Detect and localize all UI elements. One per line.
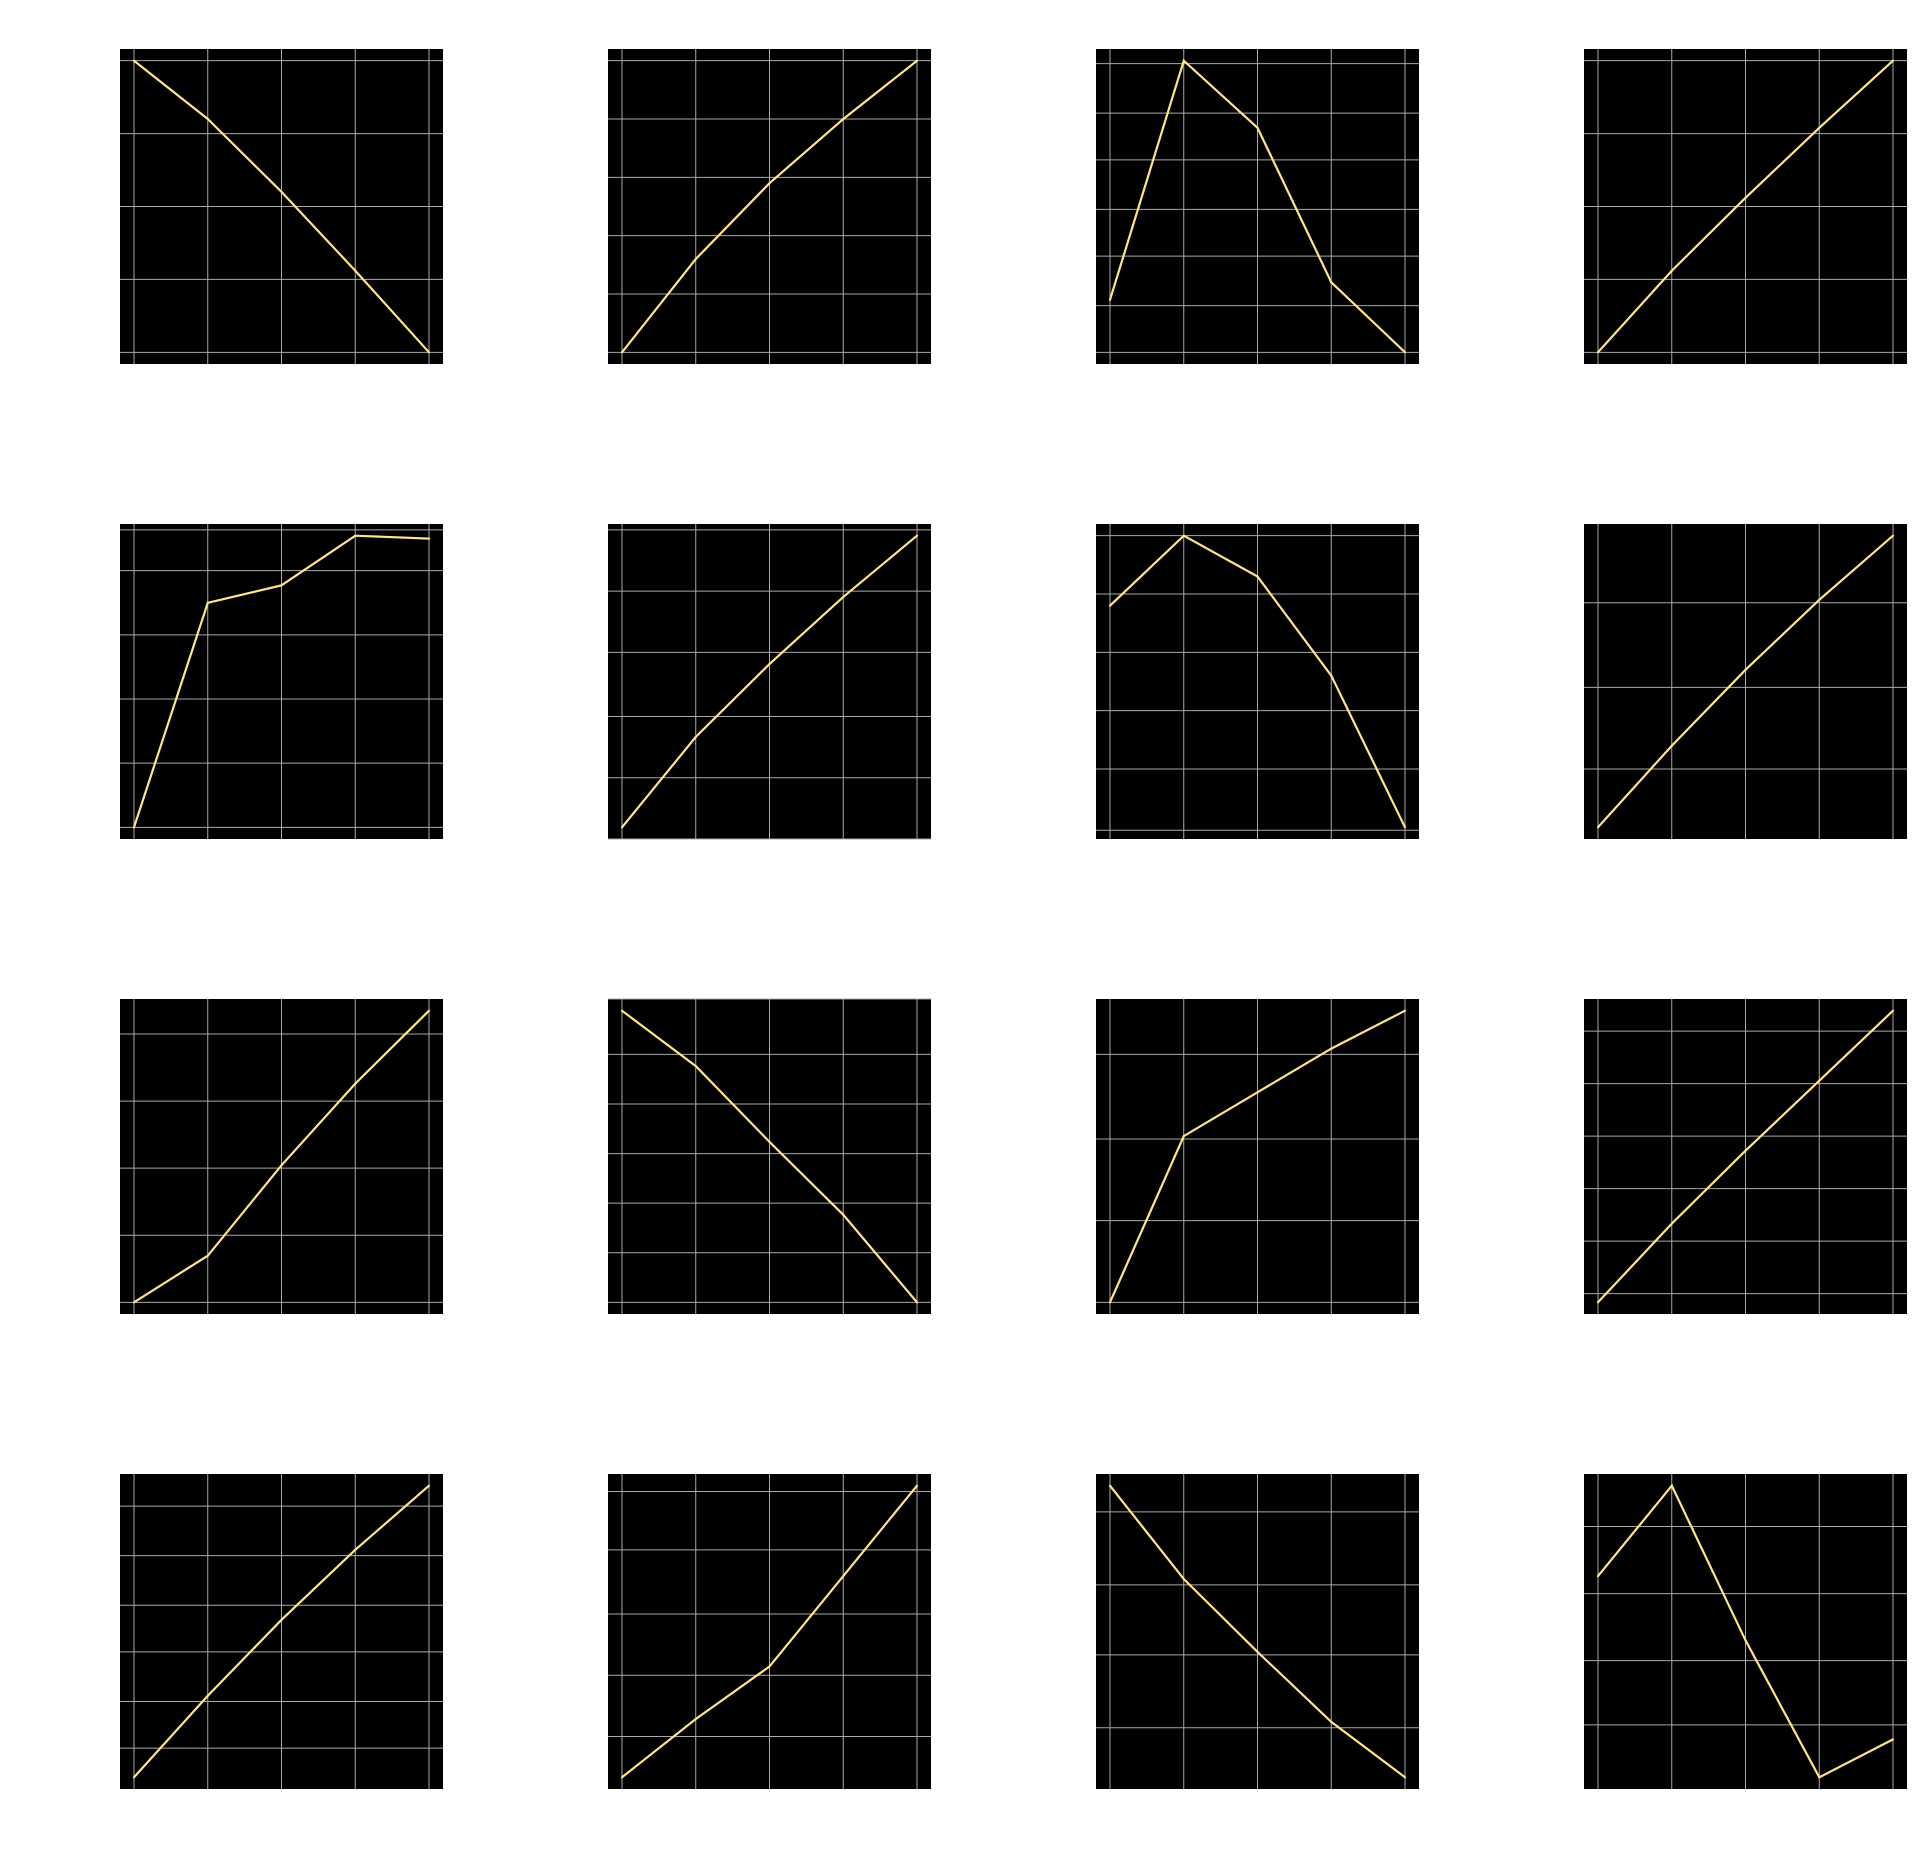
data-point [620, 1776, 624, 1779]
data-point [1891, 1738, 1895, 1741]
subplot-1 [120, 49, 443, 364]
data-point [1596, 826, 1600, 829]
data-point [1330, 1720, 1333, 1724]
subplot-11 [1096, 999, 1419, 1314]
data-point [1182, 534, 1185, 537]
data-point [1818, 1776, 1821, 1779]
data-point [427, 537, 431, 540]
data-point [354, 269, 357, 272]
data-point [1891, 1009, 1895, 1012]
data-point [427, 351, 431, 354]
data-point [842, 595, 845, 599]
data-point [1891, 59, 1895, 62]
data-point [1744, 1149, 1747, 1152]
data-point [842, 1213, 845, 1216]
data-point [206, 1254, 209, 1257]
data-point [768, 1665, 771, 1668]
data-point [1744, 668, 1747, 671]
data-point [1256, 575, 1259, 578]
data-point [915, 1484, 919, 1487]
subplot-6 [608, 524, 931, 840]
subplot-7 [1096, 524, 1419, 839]
subplot-13 [120, 1474, 443, 1789]
data-point [280, 1618, 283, 1621]
data-point [1891, 534, 1895, 537]
data-point [280, 190, 283, 194]
subplot-4 [1584, 49, 1907, 364]
data-point [1596, 1301, 1600, 1304]
data-point [1182, 1577, 1185, 1581]
data-point [1670, 1484, 1673, 1487]
data-point [1108, 1484, 1112, 1487]
data-point [694, 735, 697, 739]
data-point [280, 1164, 283, 1167]
data-point [1403, 1776, 1407, 1779]
data-point [694, 1717, 697, 1721]
subplot-9 [120, 999, 443, 1314]
data-point [1818, 598, 1821, 601]
data-point [1330, 281, 1333, 284]
data-point [354, 1548, 357, 1551]
data-point [915, 534, 919, 537]
data-point [132, 1776, 136, 1779]
subplot-12 [1584, 999, 1907, 1314]
data-point [1330, 1047, 1333, 1050]
data-point [1670, 1222, 1673, 1225]
data-point [427, 1484, 431, 1487]
subplot-3 [1096, 49, 1419, 364]
data-point [768, 182, 771, 185]
data-point [1596, 1574, 1600, 1578]
data-point [280, 584, 283, 587]
subplot-16 [1584, 1474, 1907, 1789]
subplot-2 [608, 49, 931, 364]
data-point [620, 1009, 624, 1012]
data-point [1256, 1091, 1259, 1094]
data-point [1818, 126, 1821, 129]
data-point [206, 601, 209, 604]
data-point [354, 1082, 357, 1085]
data-point [1330, 674, 1333, 677]
data-point [1256, 126, 1259, 129]
data-point [620, 351, 624, 354]
data-point [1108, 604, 1112, 607]
data-point [1182, 59, 1185, 62]
data-point [132, 1301, 136, 1304]
data-point [915, 1301, 919, 1304]
data-point [1403, 1009, 1407, 1012]
data-point [694, 257, 697, 261]
data-point [1670, 744, 1673, 747]
data-point [1403, 351, 1407, 354]
subplot-10 [608, 998, 931, 1314]
data-point [354, 534, 357, 537]
data-point [1596, 351, 1600, 354]
data-point [620, 826, 624, 829]
data-point [1108, 298, 1112, 301]
subplot-8 [1584, 524, 1907, 839]
data-point [1744, 1639, 1747, 1642]
data-point [768, 1140, 771, 1144]
subplot-15 [1096, 1474, 1419, 1789]
data-point [842, 1574, 845, 1578]
subplot-14 [608, 1474, 931, 1789]
data-point [1256, 1650, 1259, 1654]
data-point [427, 1009, 431, 1012]
data-point [1670, 269, 1673, 272]
data-point [132, 826, 136, 829]
data-point [768, 662, 771, 666]
data-point [132, 59, 136, 62]
subplot-5 [120, 524, 443, 839]
data-point [1744, 196, 1747, 199]
data-point [694, 1064, 697, 1068]
data-point [1182, 1134, 1185, 1138]
data-point [915, 59, 919, 62]
data-point [1108, 1301, 1112, 1304]
data-point [1403, 826, 1407, 829]
data-point [842, 117, 845, 121]
data-point [1818, 1079, 1821, 1082]
data-point [206, 117, 209, 121]
data-point [206, 1694, 209, 1697]
